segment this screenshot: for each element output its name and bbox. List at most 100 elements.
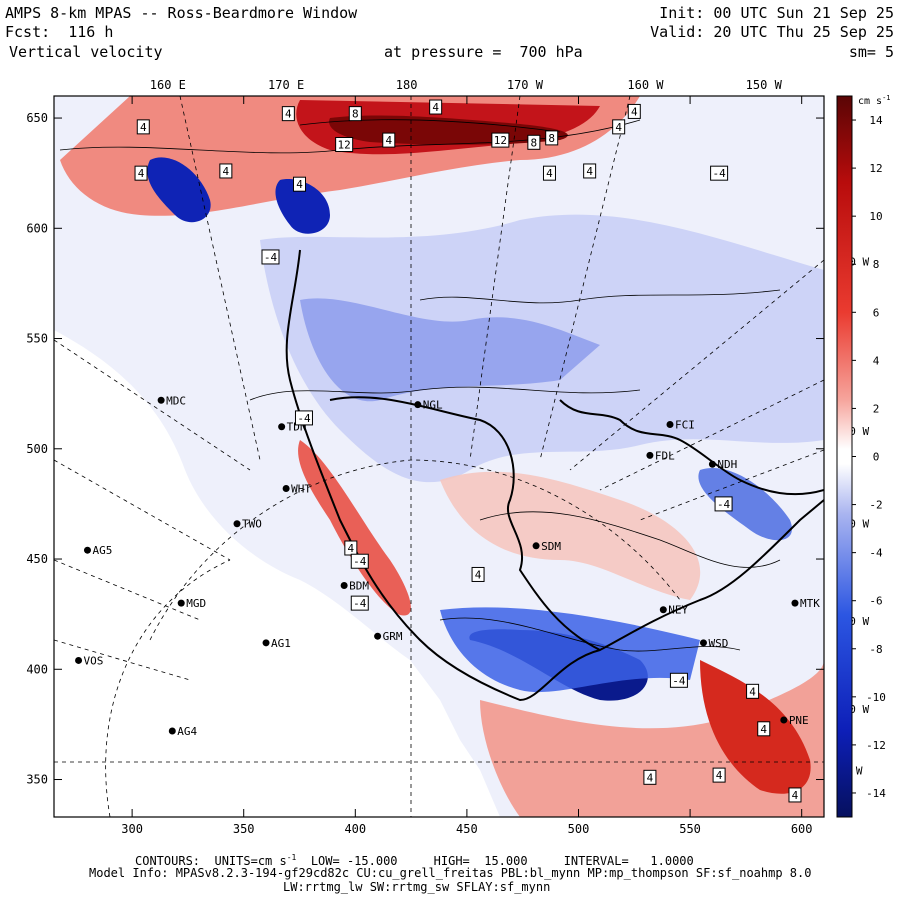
- colorbar-tick-label: 2: [873, 402, 880, 415]
- contour-label-box: [335, 137, 354, 153]
- contour-line: [479, 511, 781, 568]
- station-marker: [374, 632, 382, 640]
- contour-value-label: 4: [475, 568, 482, 581]
- contour-label-box: [382, 132, 396, 148]
- contour-value-label: 4: [138, 167, 145, 180]
- contour-value-label: 8: [352, 108, 359, 121]
- station-marker: [282, 484, 290, 492]
- contour-value-label: 4: [348, 542, 355, 555]
- colorbar-units: cm s-1: [858, 94, 891, 107]
- y-tick-label: 350: [26, 773, 48, 787]
- low-value: LOW= -15.000: [310, 854, 398, 868]
- contour-label-box: [712, 767, 726, 783]
- y-tick-label: 650: [26, 111, 48, 125]
- contours-info: CONTOURS: UNITS=cm s-1 LOW= -15.000 HIGH…: [135, 851, 694, 868]
- contour-label-box: [710, 165, 729, 181]
- graticule-line: [105, 559, 231, 817]
- station-marker: [666, 421, 674, 429]
- x-tick-label: 400: [344, 822, 366, 836]
- contour-value-label: 4: [631, 105, 638, 118]
- contour-value-label: -4: [717, 498, 731, 511]
- colorbar-tick-label: 4: [873, 354, 880, 367]
- station-marker: [83, 546, 91, 554]
- y-tick-label: 500: [26, 442, 48, 456]
- station-marker: [75, 656, 83, 664]
- contour-value-label: 4: [296, 178, 303, 191]
- colorbar-tick-label: 12: [869, 162, 882, 175]
- contour-value-label: 4: [749, 685, 756, 698]
- contour-label-box: [746, 683, 760, 699]
- station-marker: [780, 716, 788, 724]
- contour-label-box: [219, 163, 233, 179]
- longitude-label-top: 160 E: [150, 78, 186, 92]
- contour-value-label: -4: [353, 597, 367, 610]
- station-marker: [532, 542, 540, 550]
- station-marker: [157, 396, 165, 404]
- model-info-2: LW:rrtmg_lw SW:rrtmg_sw SFLAY:sf_mynn: [283, 880, 551, 894]
- contour-value-label: 4: [716, 769, 723, 782]
- station-label: TWO: [242, 518, 262, 531]
- station-marker: [414, 401, 422, 409]
- contour-label-box: [757, 721, 771, 737]
- pressure-level: at pressure = 700 hPa: [384, 43, 583, 61]
- colorbar: [836, 95, 853, 818]
- contour-label-box: [583, 163, 597, 179]
- interval-value: INTERVAL= 1.0000: [563, 854, 694, 868]
- graticule-line: [469, 96, 521, 461]
- contour-label-box: [293, 176, 307, 192]
- colorbar-tick-label: 14: [869, 114, 883, 127]
- contour-value-label: 4: [792, 789, 799, 802]
- contour-label-box: [348, 106, 362, 122]
- station-label: AG5: [92, 544, 112, 557]
- station-marker: [340, 581, 348, 589]
- down-core-coast-2: [275, 179, 330, 234]
- smoothing: sm= 5: [848, 43, 894, 61]
- model-info: Model Info: MPASv8.2.3-194-gf29cd82c CU:…: [89, 866, 812, 880]
- contour-line: [249, 386, 641, 401]
- contour-label-box: [643, 769, 657, 785]
- station-label: NGL: [423, 399, 443, 412]
- station-label: WHT: [291, 482, 311, 495]
- contour-label-box: [545, 130, 559, 146]
- contour-label-box: [714, 496, 733, 512]
- contour-value-label: -4: [672, 674, 686, 687]
- field-name: Vertical velocity: [9, 43, 163, 61]
- station-label: FCI: [675, 419, 695, 432]
- units-exponent: -1: [286, 853, 297, 862]
- contour-value-label: 4: [586, 165, 593, 178]
- down-mid-bottom: [440, 607, 700, 693]
- longitude-label-top: 150 W: [746, 78, 783, 92]
- contour-label-box: [612, 119, 626, 135]
- up-bottom-band: [480, 660, 824, 817]
- down-region: [300, 298, 600, 402]
- contour-label-box: [471, 566, 485, 582]
- up-right-bottom: [700, 660, 811, 794]
- station-label: VOS: [84, 654, 104, 667]
- contour-label-box: [350, 553, 369, 569]
- coastline: [285, 249, 824, 702]
- station-label: WSD: [708, 637, 728, 650]
- x-tick-label: 300: [121, 822, 143, 836]
- station-label: BDM: [349, 579, 369, 592]
- longitude-label-top: 160 W: [627, 78, 664, 92]
- contour-label-box: [261, 249, 280, 265]
- contour-label-box: [136, 119, 150, 135]
- graticule-line: [569, 259, 824, 471]
- contour-value-label: 4: [285, 108, 292, 121]
- station-label: MGD: [186, 597, 206, 610]
- contour-value-label: 12: [494, 134, 507, 147]
- contour-value-label: 8: [548, 132, 555, 145]
- x-tick-label: 600: [791, 822, 813, 836]
- contour-value-label: 4: [140, 121, 147, 134]
- graticule-line: [54, 459, 231, 561]
- contours-label: CONTOURS:: [135, 854, 201, 868]
- chart-title: AMPS 8-km MPAS -- Ross-Beardmore Window: [5, 4, 358, 22]
- forecast-hour: Fcst: 116 h: [5, 23, 114, 41]
- down-right: [698, 468, 792, 541]
- station-label: AG4: [177, 725, 197, 738]
- units-label: UNITS=cm s: [214, 854, 287, 868]
- station-marker: [659, 606, 667, 614]
- station-marker: [699, 639, 707, 647]
- contour-label-box: [294, 410, 313, 426]
- colorbar-tick-label: -2: [869, 499, 882, 512]
